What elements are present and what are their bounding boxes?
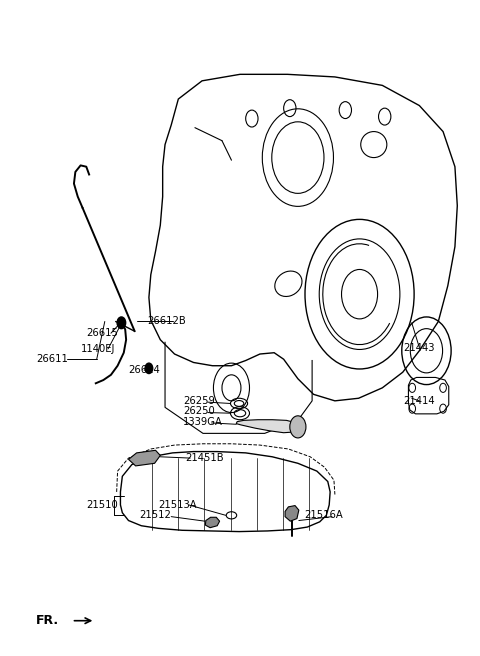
Polygon shape — [408, 377, 449, 414]
Text: 26611: 26611 — [36, 354, 68, 364]
Circle shape — [145, 363, 153, 373]
Text: 26612B: 26612B — [147, 316, 186, 327]
Text: 26250: 26250 — [183, 406, 215, 417]
Polygon shape — [120, 451, 330, 531]
Text: 21443: 21443 — [404, 342, 435, 352]
Text: 21451B: 21451B — [185, 453, 224, 463]
Text: 21510: 21510 — [86, 500, 118, 510]
Text: FR.: FR. — [36, 614, 59, 627]
Circle shape — [117, 317, 126, 329]
Polygon shape — [236, 420, 298, 433]
Polygon shape — [285, 506, 299, 521]
Polygon shape — [205, 518, 219, 527]
Polygon shape — [129, 450, 160, 466]
Polygon shape — [149, 74, 457, 401]
Text: 26259: 26259 — [183, 396, 215, 406]
Text: 21512: 21512 — [139, 510, 171, 520]
Text: 21516A: 21516A — [304, 510, 343, 520]
Text: 1339GA: 1339GA — [183, 417, 223, 426]
Text: 21414: 21414 — [404, 396, 435, 406]
Text: 21513A: 21513A — [158, 500, 197, 510]
Text: 26614: 26614 — [129, 365, 160, 375]
Text: 26615: 26615 — [86, 328, 118, 338]
Text: 1140EJ: 1140EJ — [81, 344, 115, 354]
Circle shape — [290, 416, 306, 438]
